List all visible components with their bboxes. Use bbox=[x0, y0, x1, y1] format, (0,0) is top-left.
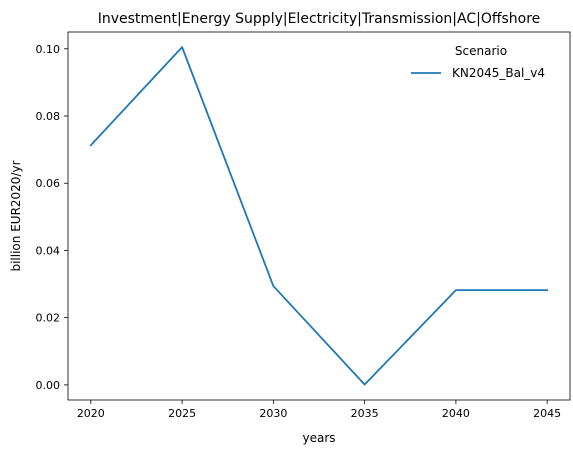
x-axis-label: years bbox=[302, 431, 335, 445]
x-tick-label: 2030 bbox=[259, 407, 287, 420]
data-point bbox=[180, 45, 185, 50]
legend-label: KN2045_Bal_v4 bbox=[452, 66, 545, 80]
data-point bbox=[453, 288, 458, 293]
y-tick-label: 0.08 bbox=[36, 110, 61, 123]
series-line bbox=[89, 46, 549, 386]
x-tick-label: 2045 bbox=[533, 407, 561, 420]
data-point bbox=[545, 288, 550, 293]
y-tick-label: 0.02 bbox=[36, 312, 61, 325]
y-tick-label: 0.00 bbox=[36, 379, 61, 392]
x-tick-label: 2025 bbox=[168, 407, 196, 420]
legend: Scenario KN2045_Bal_v4 bbox=[411, 44, 545, 80]
x-tick-label: 2040 bbox=[442, 407, 470, 420]
y-tick-label: 0.10 bbox=[36, 43, 61, 56]
data-point bbox=[88, 143, 93, 148]
plot-frame bbox=[67, 31, 571, 401]
y-axis-ticks: 0.00 0.02 0.04 0.06 0.08 0.10 bbox=[36, 43, 68, 392]
x-tick-label: 2020 bbox=[77, 407, 105, 420]
y-tick-label: 0.04 bbox=[36, 244, 61, 257]
chart-title: Investment|Energy Supply|Electricity|Tra… bbox=[98, 11, 541, 27]
x-tick-label: 2035 bbox=[351, 407, 379, 420]
series-layer bbox=[88, 45, 550, 387]
axes: 2020 2025 2030 2035 2040 2045 0.000.020.040.0… bbox=[36, 31, 571, 420]
y-tick-label: 0.06 bbox=[36, 177, 61, 190]
legend-title: Scenario bbox=[455, 44, 507, 58]
data-point bbox=[362, 382, 367, 387]
y-axis-label: billion EUR2020/yr bbox=[9, 160, 23, 271]
data-point bbox=[271, 284, 276, 289]
x-axis-ticks: 2020 2025 2030 2035 2040 2045 bbox=[77, 400, 561, 420]
